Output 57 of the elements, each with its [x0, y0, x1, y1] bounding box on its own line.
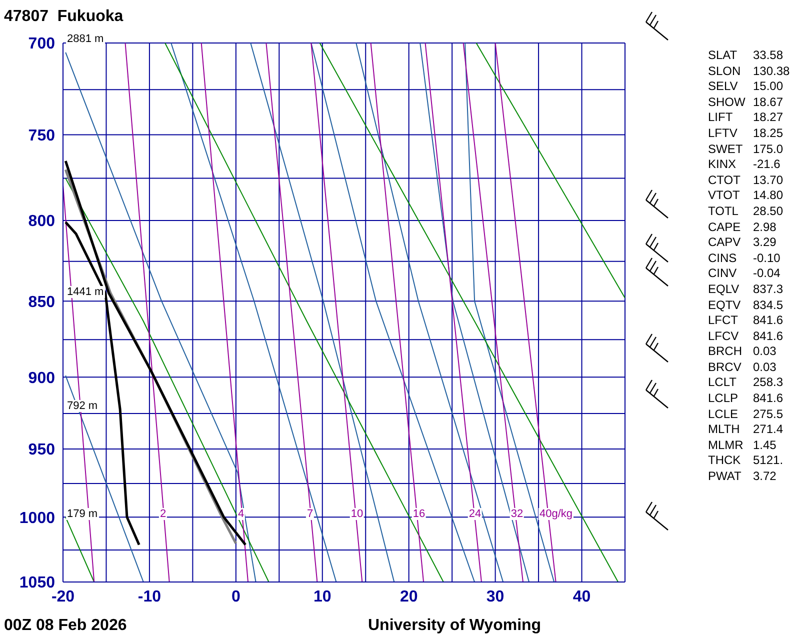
annotation: 10 — [350, 508, 364, 520]
y-tick-label: 1000 — [19, 510, 56, 527]
text: SLAT 33.58 — [708, 48, 784, 62]
y-tick-label: 700 — [28, 36, 56, 53]
y-tick-label: 750 — [28, 127, 56, 144]
text: LFCV 841.6 — [708, 328, 784, 344]
text: PWAT 3.72 — [708, 469, 776, 485]
x-tick-label: -10 — [138, 588, 162, 606]
x-tick-label: 0 — [231, 588, 240, 606]
annotation: 1441 m — [66, 286, 105, 298]
x-tick-label: 40 — [572, 588, 591, 606]
text: LFTV 18.25 — [708, 126, 784, 140]
text: University of Wyoming — [368, 617, 542, 635]
text: SELV 15.00 — [708, 79, 784, 94]
annotation: 792 m — [66, 400, 99, 412]
text: EQLV 837.3 — [708, 282, 784, 298]
annotation: 179 m — [66, 508, 99, 520]
text: BRCH 0.03 — [708, 344, 776, 360]
y-tick-label: 800 — [28, 213, 56, 230]
text: THCK 5121. — [708, 453, 784, 470]
annotation: 32 — [510, 508, 524, 520]
annotation: 40g/kg — [538, 508, 574, 520]
text: LCLT 258.3 — [708, 375, 784, 390]
text: LCLE 275.5 — [708, 406, 784, 421]
x-tick-label: 10 — [313, 588, 332, 606]
annotation: 16 — [412, 508, 426, 520]
text: TOTL 28.50 — [708, 204, 784, 218]
text: CINV -0.04 — [708, 266, 780, 280]
text: VTOT 14.80 — [708, 188, 784, 204]
text: SHOW 18.67 — [708, 94, 784, 110]
text: CTOT 13.70 — [708, 172, 784, 188]
annotation: 4 — [236, 508, 246, 520]
text: SWET 175.0 — [708, 142, 784, 158]
annotation: 24 — [468, 508, 482, 520]
annotation: 2881 m — [66, 33, 105, 45]
text: MLMR 1.45 — [708, 438, 776, 454]
y-tick-label: 850 — [28, 294, 56, 311]
text: CINS -0.10 — [708, 250, 780, 265]
y-tick-label: 900 — [28, 370, 56, 387]
text: LIFT 18.27 — [708, 110, 784, 124]
text: KINX -21.6 — [708, 157, 780, 172]
annotation: 2 — [158, 508, 168, 520]
text: 00Z 08 Feb 2026 — [4, 617, 127, 635]
y-tick-label: 950 — [28, 442, 56, 459]
text: EQTV 834.5 — [708, 298, 784, 314]
text: MLTH 271.4 — [708, 422, 784, 438]
x-tick-label: 30 — [486, 588, 504, 606]
text: CAPV 3.29 — [708, 235, 776, 251]
chart-title: 47807 Fukuoka — [4, 8, 124, 26]
text: SLON 130.38 — [708, 64, 790, 80]
text: CAPE 2.98 — [708, 220, 776, 236]
annotation: 7 — [306, 508, 314, 520]
text: LFCT 841.6 — [708, 313, 784, 328]
text: BRCV 0.03 — [708, 360, 776, 376]
line-series — [65, 52, 256, 582]
x-tick-label: 20 — [400, 588, 418, 606]
text: LCLP 841.6 — [708, 391, 784, 406]
